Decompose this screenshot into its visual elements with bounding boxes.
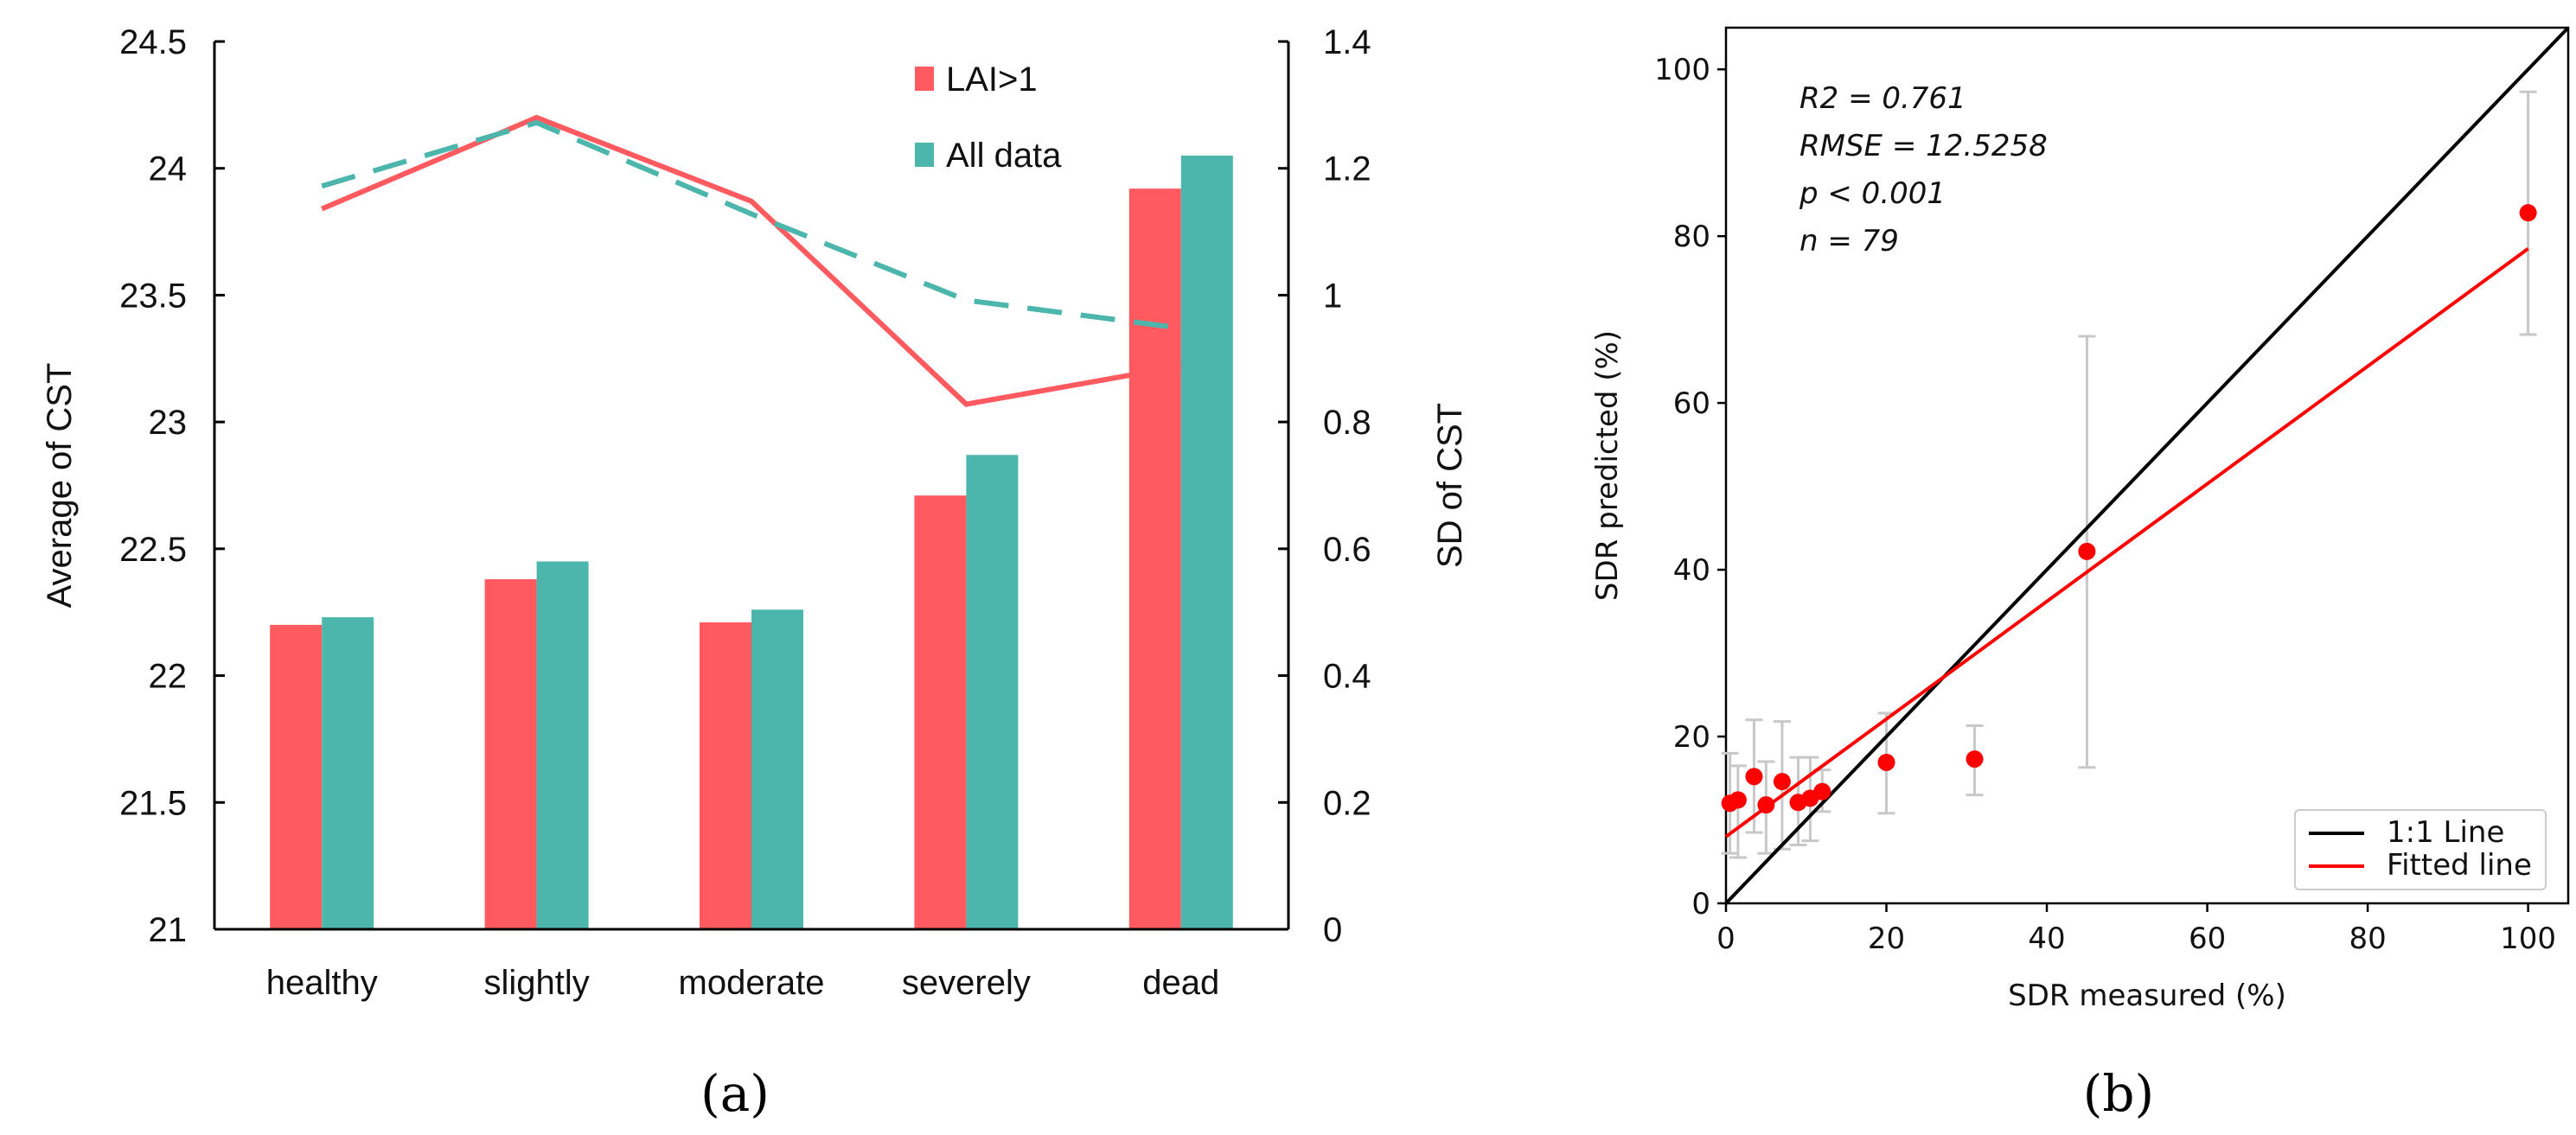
panel-a-chart: 21 0 21.5 0.2 22 0.4 22.5 0.6 23 0.8 23.5 1 24 1.2 24.…	[41, 23, 1469, 1002]
x-tick-label: healthy	[266, 964, 378, 1002]
sd-line-lai-1	[321, 114, 1182, 407]
x-tick-label: severely	[902, 964, 1031, 1002]
line-1-1-line	[1724, 26, 2570, 905]
legend-label: LAI>1	[946, 61, 1038, 99]
y2-tick-label: 0.8	[1323, 404, 1371, 442]
y-tick-label: 0	[1691, 887, 1710, 921]
y-axis-title: SDR predicted (%)	[1590, 330, 1625, 601]
data-point	[1745, 768, 1763, 786]
x-tick-label: slightly	[483, 964, 589, 1002]
stat-annotation: p < 0.001	[1799, 176, 1946, 211]
data-point	[1729, 791, 1747, 809]
x-tick-label: 60	[2189, 921, 2226, 956]
bar-all-data-healthy	[322, 617, 374, 929]
y-tick-label: 22	[149, 658, 188, 696]
line-fitted-line	[1724, 247, 2529, 838]
bar-lai-1-severely	[914, 495, 967, 929]
y2-tick-label: 0.4	[1323, 658, 1371, 696]
panel-b-chart: 0 20 40 60 80 100 0 20 40 60 80 100 SDR measured (%)…	[1590, 26, 2570, 1013]
bar-lai-1-dead	[1128, 188, 1181, 929]
y-tick-label: 23.5	[119, 277, 187, 315]
legend-swatch	[915, 67, 934, 91]
x-tick-label: moderate	[679, 964, 825, 1002]
bar-all-data-slightly	[536, 561, 589, 929]
bar-all-data-dead	[1180, 156, 1233, 930]
y2-axis-title: SD of CST	[1431, 403, 1469, 568]
bar-all-data-moderate	[751, 609, 803, 929]
data-point	[2078, 542, 2096, 560]
data-point	[1773, 773, 1791, 791]
y2-tick-label: 0.6	[1323, 531, 1371, 569]
y2-tick-label: 0.2	[1323, 784, 1371, 822]
bar-lai-1-slightly	[484, 579, 537, 929]
y-axis-title: Average of CST	[41, 363, 79, 609]
legend-swatch	[915, 143, 934, 167]
panel-a-label: (a)	[700, 1064, 770, 1123]
plot-frame	[1724, 26, 2570, 905]
x-axis-title: SDR measured (%)	[2008, 979, 2286, 1013]
stat-annotation: RMSE = 12.5258	[1799, 129, 2048, 163]
data-point	[1757, 796, 1775, 814]
x-tick-label: 40	[2028, 921, 2065, 956]
y-tick-label: 21	[149, 911, 188, 949]
y-tick-label: 22.5	[119, 531, 187, 569]
sd-line-all-data	[321, 119, 1182, 331]
y-tick-label: 24.5	[119, 23, 187, 61]
stat-annotation: n = 79	[1799, 224, 1899, 258]
data-point	[1813, 782, 1831, 800]
bar-lai-1-healthy	[270, 624, 323, 929]
x-tick-label: 20	[1868, 921, 1905, 956]
y2-tick-label: 1	[1323, 277, 1342, 315]
x-tick-label: 100	[2500, 921, 2556, 956]
y2-tick-label: 1.4	[1323, 23, 1371, 61]
y-tick-label: 21.5	[119, 784, 187, 822]
panel-b-label: (b)	[2083, 1064, 2154, 1123]
y-tick-label: 60	[1673, 386, 1710, 421]
x-tick-label: 80	[2349, 921, 2386, 956]
y-tick-label: 80	[1673, 220, 1710, 254]
data-point	[1966, 750, 1984, 768]
y-tick-label: 24	[149, 150, 188, 188]
x-tick-label: 0	[1716, 921, 1735, 956]
legend-box	[2294, 809, 2547, 890]
y2-tick-label: 1.2	[1323, 150, 1371, 188]
stat-annotation: R2 = 0.761	[1799, 81, 1966, 116]
legend-label: All data	[946, 137, 1062, 175]
y-tick-label: 23	[149, 404, 188, 442]
y-tick-label: 100	[1654, 53, 1710, 87]
x-tick-label: dead	[1142, 964, 1219, 1002]
data-point	[2519, 204, 2537, 222]
y-tick-label: 20	[1673, 720, 1710, 755]
legend-label: 1:1 Line	[2387, 815, 2504, 850]
legend-label: Fitted line	[2387, 848, 2532, 883]
y2-tick-label: 0	[1323, 911, 1342, 949]
bar-lai-1-moderate	[700, 622, 751, 929]
data-point	[1877, 753, 1895, 771]
y-tick-label: 40	[1673, 553, 1710, 588]
bar-all-data-severely	[966, 455, 1019, 929]
